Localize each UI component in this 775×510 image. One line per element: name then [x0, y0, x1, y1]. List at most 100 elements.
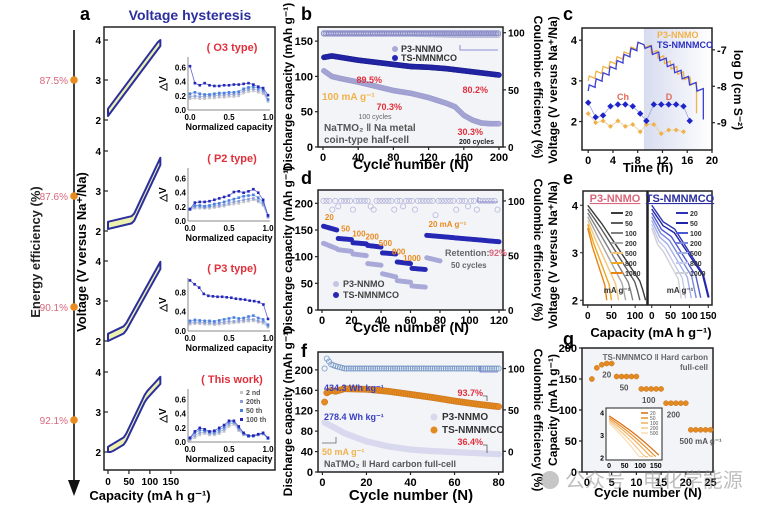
g-capacity-point	[702, 427, 709, 433]
d-y2axis-tick-label: 50	[508, 251, 520, 262]
inset-point	[232, 320, 236, 323]
inset-point	[217, 426, 221, 430]
c-y2label: log D (cm S⁻²)	[731, 50, 745, 130]
energy-value-label: 92.1%	[40, 416, 68, 427]
inset-point	[203, 321, 206, 325]
d-ce-point	[338, 197, 345, 204]
f-ce-point	[418, 365, 425, 372]
inset-point	[225, 295, 229, 299]
f-ce-point	[422, 365, 429, 372]
b-capacity-point	[496, 72, 502, 78]
g-xaxis-tick-label: 15	[655, 477, 667, 489]
d-yaxis-tick-label: 0	[307, 305, 313, 317]
b-y2axis-tick-label: 100	[508, 29, 525, 40]
inset-point	[217, 322, 221, 326]
inset-point	[198, 321, 202, 324]
inset-point	[227, 321, 231, 325]
a-ytick-label: 2	[95, 116, 101, 127]
panel-letter-a: a	[80, 4, 91, 24]
inset-point	[217, 204, 221, 207]
f-ce-point	[484, 365, 491, 372]
d-ce-point	[411, 206, 418, 213]
b-cell-label: NaTMO₂ ǁ Na metal	[324, 123, 416, 134]
d-ce-point	[355, 197, 362, 204]
g-xaxis-tick-label: 10	[630, 477, 642, 489]
f-yaxis-tick-label: 160	[295, 385, 313, 397]
d-ce-point	[406, 197, 413, 204]
b-ce-point	[491, 32, 498, 39]
d-ce-point	[459, 197, 466, 204]
f-cell-label: NaTMO₂ ǁ Hard carbon full-cell	[324, 459, 456, 469]
inset-xtick-label: 0.5	[223, 113, 235, 122]
e-ytick-label: 3	[572, 248, 578, 260]
d-xaxis-tick-label: 100	[460, 315, 478, 327]
inset-point	[193, 321, 197, 324]
e-legend-label: 500	[625, 251, 637, 258]
inset-point	[222, 203, 226, 207]
f-ce-point	[449, 365, 456, 372]
f-ce-point	[356, 365, 363, 372]
d-ce-point	[394, 197, 401, 204]
f-ce-point	[458, 365, 465, 372]
d-retention-label: Retention:	[445, 248, 490, 258]
d-rate-label: 1000	[403, 254, 421, 263]
inset-point	[247, 90, 250, 93]
g-capacity-point	[633, 373, 640, 380]
inset-point	[247, 320, 250, 323]
c-logd-point	[680, 103, 687, 110]
d-rate-label: 800	[392, 248, 406, 257]
g-capacity-point	[594, 365, 600, 371]
inset-point	[217, 91, 221, 95]
inset-point	[232, 91, 236, 94]
d-ce-point	[335, 203, 342, 210]
panel-letter-c: c	[563, 4, 573, 24]
inset-xlabel: Normalized capacity	[185, 454, 272, 464]
inset-point	[256, 319, 260, 323]
g-capacity-point	[673, 400, 679, 406]
c-logd-point	[630, 122, 636, 128]
g-capacity-point	[608, 360, 615, 367]
d-rate-label: 100	[352, 230, 366, 239]
inset-point	[256, 191, 260, 195]
legend-marker-p3	[333, 281, 339, 287]
f-xaxis-tick-label: 80	[492, 477, 504, 489]
inset-xtick-label: 0.5	[223, 224, 235, 233]
inset-xlabel: Normalized capacity	[185, 122, 272, 132]
f-ce-point	[436, 365, 443, 372]
inset-point	[213, 96, 216, 100]
g-cell-label: TS-NMNMCO ǁ Hard carbon	[603, 353, 708, 362]
c-xaxis-tick-label: 12	[656, 155, 668, 167]
a-xtick-label: 0	[105, 477, 111, 488]
inset-point	[202, 292, 206, 296]
f-ce-point	[427, 365, 434, 372]
inset-point	[193, 96, 197, 100]
f-ce-point	[433, 365, 440, 372]
inset-ylabel: △V	[158, 187, 169, 203]
inset-point	[222, 430, 226, 433]
inset-point	[237, 426, 241, 430]
inset-point	[266, 324, 270, 328]
inset-point	[203, 432, 206, 435]
inset-ytick-label: 0.2	[175, 203, 187, 212]
inset-point	[261, 204, 265, 207]
d-ce-point	[467, 197, 474, 204]
inset-xtick-label: 1.0	[262, 113, 274, 122]
f-yaxis-tick-label: 120	[295, 406, 313, 418]
inset-point	[193, 282, 196, 286]
inset-point	[237, 83, 241, 86]
inset-point	[217, 321, 221, 325]
inset-point	[198, 433, 202, 437]
inset-point	[252, 319, 255, 323]
d-ce-point	[438, 197, 445, 204]
inset-xtick-label: 0.0	[184, 113, 196, 122]
d-ce-point	[388, 197, 395, 204]
inset-point	[257, 300, 261, 304]
inset-point	[198, 92, 202, 96]
inset-point	[227, 423, 231, 426]
inset-point	[242, 316, 245, 320]
inset-point	[239, 297, 242, 301]
f-retention-p3: 36.4%	[457, 437, 483, 447]
inset-point	[242, 91, 245, 95]
inset-point	[252, 83, 255, 86]
e-curve	[587, 227, 608, 301]
